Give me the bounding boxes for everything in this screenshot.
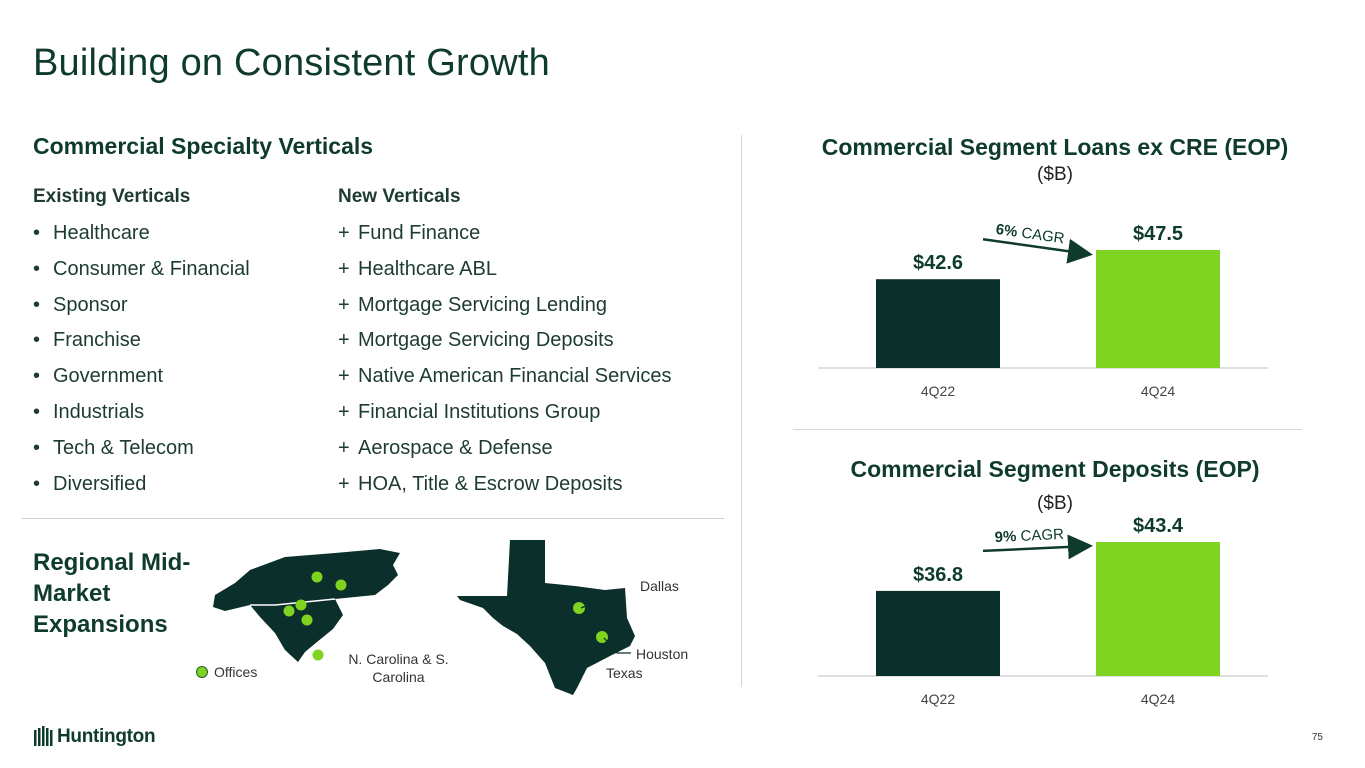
bullet-icon: •	[33, 436, 41, 459]
plus-icon: +	[338, 257, 350, 280]
bar	[1096, 542, 1220, 676]
texas-label: Texas	[606, 665, 643, 681]
houston-label: Houston	[636, 646, 689, 662]
list-item: • Tech & Telecom	[33, 431, 250, 467]
loans-bar-chart: $42.6 4Q22 $47.5 4Q24 6% CAGR	[818, 221, 1268, 399]
plus-icon: +	[338, 222, 350, 244]
bullet-icon: •	[33, 329, 41, 352]
list-item: • Consumer & Financial	[33, 252, 250, 288]
office-dot-icon	[196, 666, 208, 678]
plus-icon: +	[338, 400, 350, 423]
list-item: • Diversified	[33, 467, 250, 503]
bullet-icon: •	[33, 293, 41, 316]
huntington-logo-icon	[34, 726, 53, 746]
x-tick-label: 4Q24	[1141, 691, 1175, 707]
bullet-icon: •	[33, 222, 41, 244]
list-item: • Franchise	[33, 323, 250, 359]
bar-value-label: $36.8	[913, 564, 963, 586]
loans-chart-unit: ($B)	[1037, 164, 1073, 185]
bar	[876, 590, 1000, 676]
section-divider	[22, 518, 724, 519]
list-item: + Mortgage Servicing Deposits	[338, 323, 671, 359]
list-item: • Healthcare	[33, 216, 250, 252]
texas-map	[457, 540, 635, 695]
list-item: • Sponsor	[33, 288, 250, 324]
x-tick-label: 4Q22	[921, 383, 955, 399]
plus-icon: +	[338, 293, 350, 316]
list-item: + Fund Finance	[338, 216, 671, 252]
texas-shape	[457, 540, 635, 695]
bar-value-label: $47.5	[1133, 223, 1183, 245]
list-item: + Healthcare ABL	[338, 252, 671, 288]
bar-value-label: $42.6	[913, 252, 963, 274]
plus-icon: +	[338, 365, 350, 388]
list-item: • Government	[33, 359, 250, 395]
existing-verticals-list: Existing Verticals • Healthcare • Consumer…	[33, 182, 250, 502]
column-divider	[741, 135, 742, 687]
offices-legend: Offices	[196, 664, 257, 680]
list-item: + Native American Financial Services	[338, 359, 671, 395]
bar	[876, 279, 1000, 368]
carolinas-map	[213, 549, 400, 662]
list-item: + HOA, Title & Escrow Deposits	[338, 467, 671, 503]
bullet-icon: •	[33, 365, 41, 388]
plus-icon: +	[338, 436, 350, 459]
brand-name: Huntington	[57, 726, 156, 747]
cagr-label: 6% CAGR	[995, 221, 1066, 248]
north-carolina-shape	[213, 549, 400, 611]
cagr-arrow	[982, 534, 1093, 560]
verticals-heading: Commercial Specialty Verticals	[33, 133, 374, 159]
deposits-chart-title: Commercial Segment Deposits (EOP)	[850, 456, 1260, 482]
bar-value-label: $43.4	[1133, 515, 1184, 537]
cagr-label: 9% CAGR	[994, 526, 1064, 546]
loans-chart-title: Commercial Segment Loans ex CRE (EOP)	[821, 134, 1289, 160]
chart-divider	[793, 429, 1302, 430]
bar	[1096, 250, 1220, 368]
bullet-icon: •	[33, 400, 41, 423]
existing-verticals-heading: Existing Verticals	[33, 186, 191, 207]
new-verticals-heading: New Verticals	[338, 186, 461, 207]
list-item: + Aerospace & Defense	[338, 431, 671, 467]
page-number: 75	[1311, 732, 1323, 743]
deposits-bar-chart: $36.8 4Q22 $43.4 4Q24 9% CAGR	[818, 515, 1268, 707]
plus-icon: +	[338, 472, 350, 495]
page-title: Building on Consistent Growth	[33, 42, 550, 84]
bullet-icon: •	[33, 257, 41, 280]
bullet-icon: •	[33, 472, 41, 495]
deposits-chart-unit: ($B)	[1037, 493, 1073, 514]
carolina-label: N. Carolina & S. Carolina	[348, 651, 449, 685]
cagr-arrow	[982, 237, 1093, 264]
x-tick-label: 4Q24	[1141, 383, 1175, 399]
dallas-label: Dallas	[640, 578, 679, 594]
list-item: • Industrials	[33, 395, 250, 431]
plus-icon: +	[338, 329, 350, 352]
new-verticals-list: New Verticals + Fund Finance + Healthcare …	[338, 182, 671, 502]
regional-heading: Regional Mid-Market Expansions	[33, 549, 191, 638]
list-item: + Financial Institutions Group	[338, 395, 671, 431]
x-tick-label: 4Q22	[921, 691, 955, 707]
south-carolina-shape	[250, 599, 343, 662]
list-item: + Mortgage Servicing Lending	[338, 288, 671, 324]
huntington-logo: Huntington	[33, 726, 156, 748]
